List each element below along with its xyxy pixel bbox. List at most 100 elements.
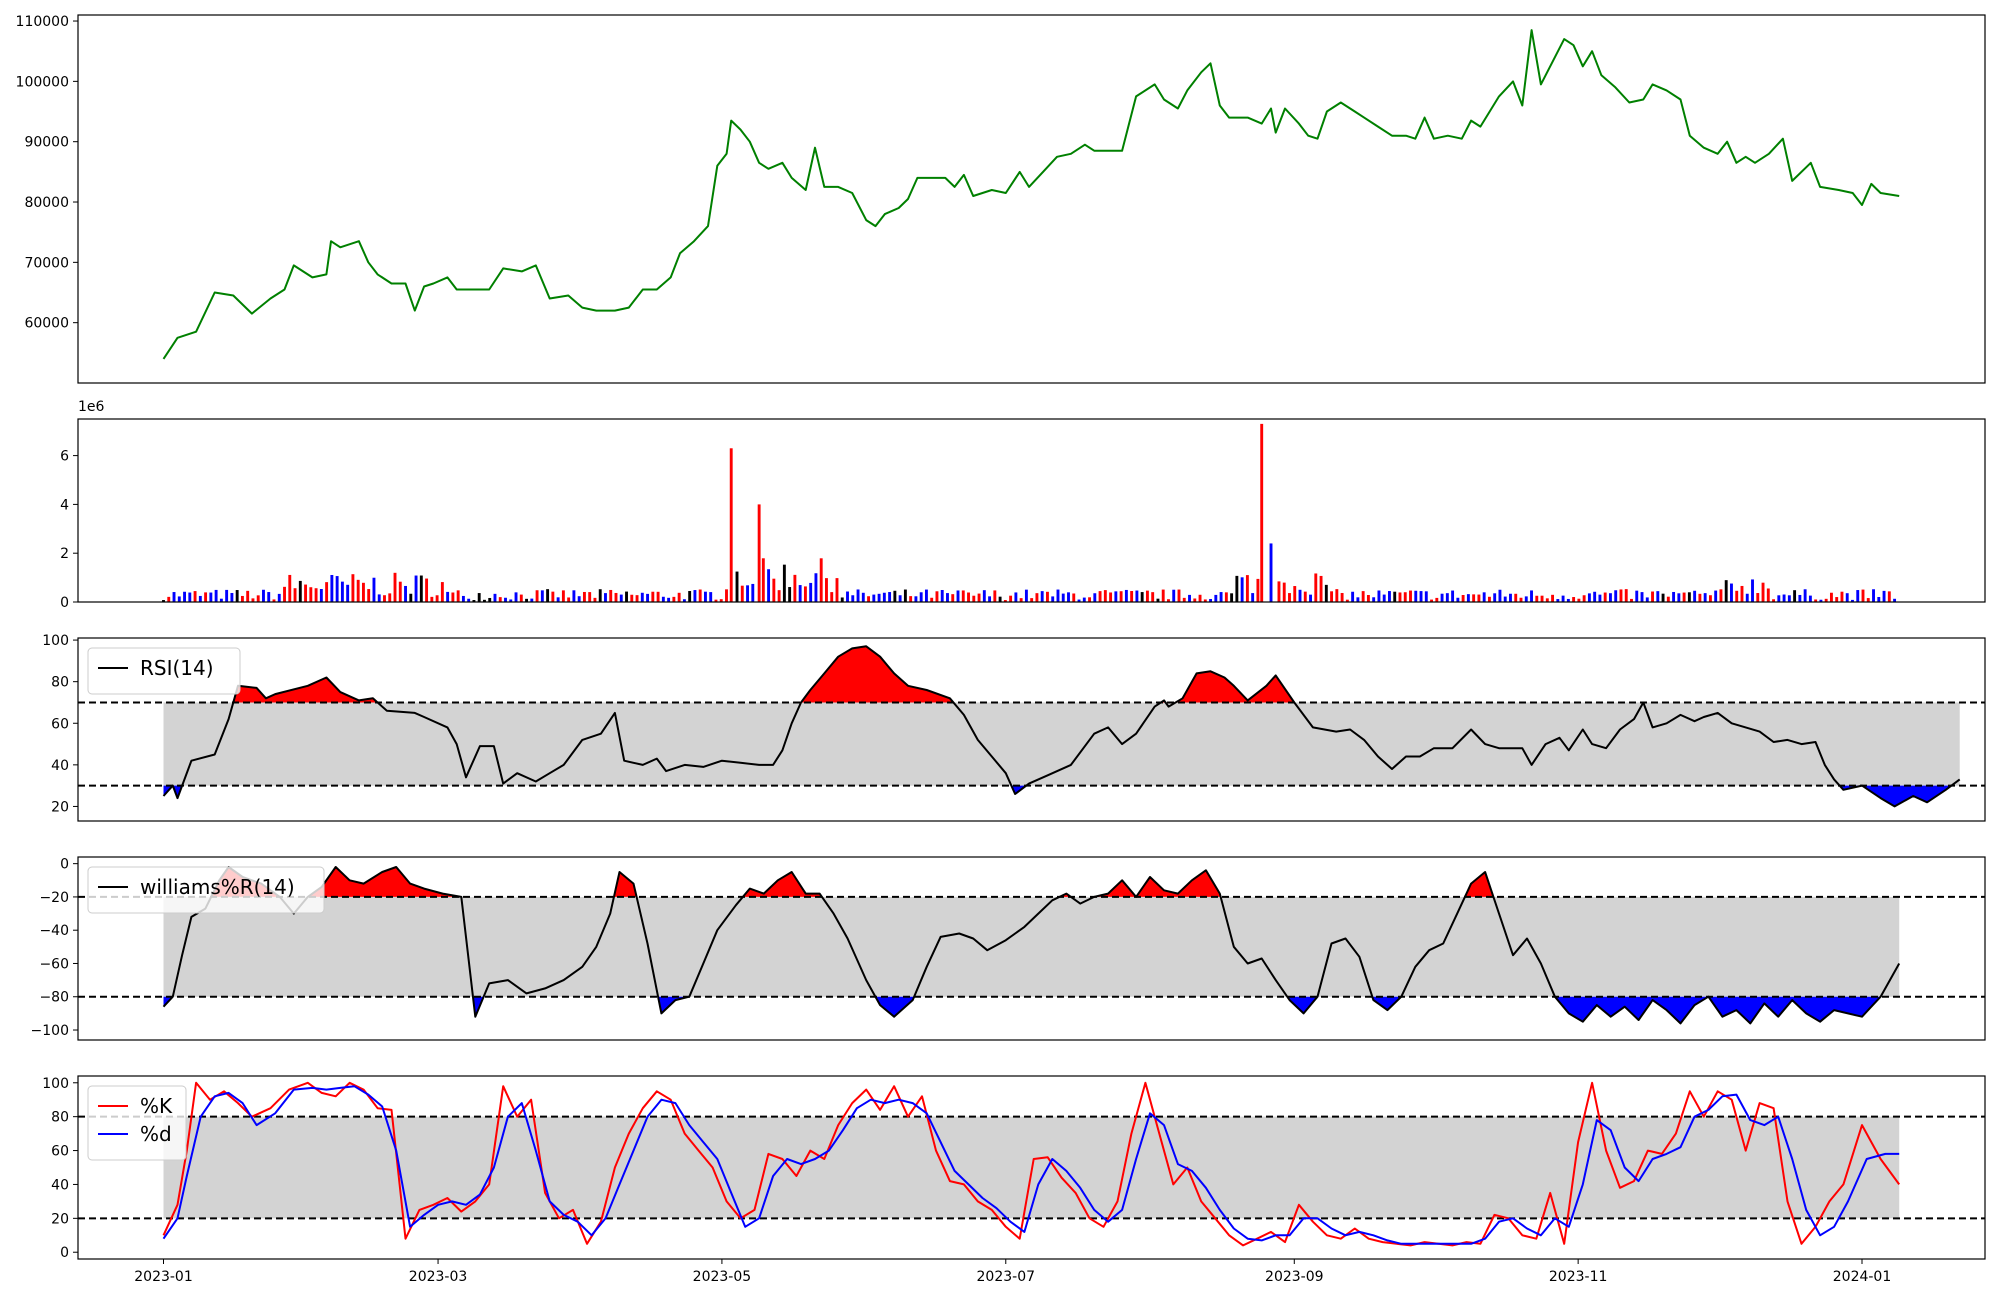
volume-bar xyxy=(1282,582,1286,602)
volume-bar xyxy=(872,594,876,602)
volume-bar xyxy=(1461,595,1465,602)
volume-bar xyxy=(982,590,986,602)
volume-bar xyxy=(940,589,944,602)
volume-bar xyxy=(798,585,802,602)
volume-bar xyxy=(903,589,907,602)
volume-bar xyxy=(356,579,360,602)
volume-bar xyxy=(1672,591,1676,602)
volume-bar xyxy=(483,599,486,602)
volume-bar xyxy=(740,585,744,602)
volume-bar xyxy=(293,588,297,602)
volume-bar xyxy=(498,597,502,602)
volume-bar xyxy=(1882,590,1886,602)
volume-bar xyxy=(1530,590,1533,602)
volume-bar xyxy=(204,592,208,602)
volume-bar xyxy=(1777,595,1781,602)
volume-bar xyxy=(1556,599,1560,602)
y-tick-label: 90000 xyxy=(24,135,69,151)
volume-bar xyxy=(1593,591,1597,602)
volume-bar xyxy=(551,591,555,602)
volume-bar xyxy=(230,592,234,602)
volume-bar xyxy=(1398,592,1402,602)
legend: RSI(14) xyxy=(87,647,241,695)
volume-bar xyxy=(651,591,655,602)
volume-bar xyxy=(561,590,565,602)
volume-bar xyxy=(493,593,497,602)
axes-frame xyxy=(77,1075,1986,1260)
volume-bar xyxy=(1193,598,1197,602)
volume-bar xyxy=(219,598,223,602)
volume-bar xyxy=(1614,590,1618,602)
volume-bar xyxy=(393,572,397,602)
volume-bar xyxy=(525,598,528,602)
volume-bar xyxy=(435,595,439,602)
volume-bar xyxy=(377,594,381,602)
volume-bar xyxy=(1061,593,1065,602)
volume-bar xyxy=(1587,593,1591,602)
volume-bar xyxy=(1103,590,1107,602)
volume-bar xyxy=(930,597,934,602)
oversold-fill xyxy=(1554,996,1709,1024)
volume-bar xyxy=(1424,591,1428,602)
volume-bar xyxy=(1514,593,1518,602)
volume-bar xyxy=(1793,590,1797,602)
y-tick-label: 0 xyxy=(60,595,69,611)
legend-box xyxy=(87,1085,187,1161)
volume-bar xyxy=(404,585,407,602)
price-line xyxy=(162,29,1900,360)
series-line--d xyxy=(162,1085,1900,1245)
volume-bar xyxy=(1024,589,1028,602)
volume-bar xyxy=(183,591,186,602)
volume-bar xyxy=(472,600,476,602)
x-tick-label: 2023-07 xyxy=(977,1269,1036,1285)
volume-bar xyxy=(1640,592,1644,602)
volume-bar xyxy=(177,596,181,602)
volume-bar xyxy=(898,595,902,602)
volume-bar xyxy=(172,592,176,602)
volume-bar xyxy=(1872,589,1875,602)
volume-bar xyxy=(714,599,718,602)
volume-bar xyxy=(1803,589,1807,602)
volume-bar xyxy=(1519,597,1523,602)
axes-frame xyxy=(77,14,1986,384)
oversold-fill xyxy=(1862,785,1952,807)
volume-bar xyxy=(225,589,229,602)
volume-bar xyxy=(298,580,302,602)
volume-bar xyxy=(1856,590,1860,602)
volume-bar xyxy=(793,574,797,602)
volume-bar xyxy=(283,586,286,602)
volume-bar xyxy=(1114,591,1118,602)
legend-box xyxy=(87,647,241,695)
y-tick-label: 100000 xyxy=(16,74,69,90)
volume-bar xyxy=(1677,593,1681,602)
volume-bar xyxy=(1772,599,1776,602)
volume-bar xyxy=(240,595,244,602)
volume-bar xyxy=(719,599,723,602)
overbought-fill xyxy=(307,867,462,897)
volume-bar xyxy=(351,574,355,602)
volume-bar xyxy=(782,564,786,602)
volume-bar xyxy=(1719,589,1723,602)
volume-bar xyxy=(414,575,418,602)
volume-bar xyxy=(1740,585,1744,602)
volume-bar xyxy=(1014,592,1018,602)
volume-bar xyxy=(1035,593,1039,602)
volume-bar xyxy=(361,582,365,602)
volume-bar xyxy=(856,589,860,602)
volume-bar xyxy=(1056,589,1060,602)
volume-bar xyxy=(256,595,260,602)
volume-bar xyxy=(262,589,265,602)
volume-bar xyxy=(335,576,339,602)
volume-bar xyxy=(593,597,597,602)
y-tick-label: −60 xyxy=(39,956,69,972)
volume-bar xyxy=(1724,580,1728,602)
volume-bar xyxy=(698,589,702,602)
volume-bar xyxy=(319,589,323,602)
volume-bar xyxy=(1203,599,1207,602)
volume-bar xyxy=(998,596,1002,602)
volume-bar xyxy=(1735,590,1739,602)
volume-bar xyxy=(314,588,318,602)
volume-bar xyxy=(1119,591,1123,602)
volume-bar xyxy=(1498,589,1502,602)
volume-bar xyxy=(1345,599,1349,602)
